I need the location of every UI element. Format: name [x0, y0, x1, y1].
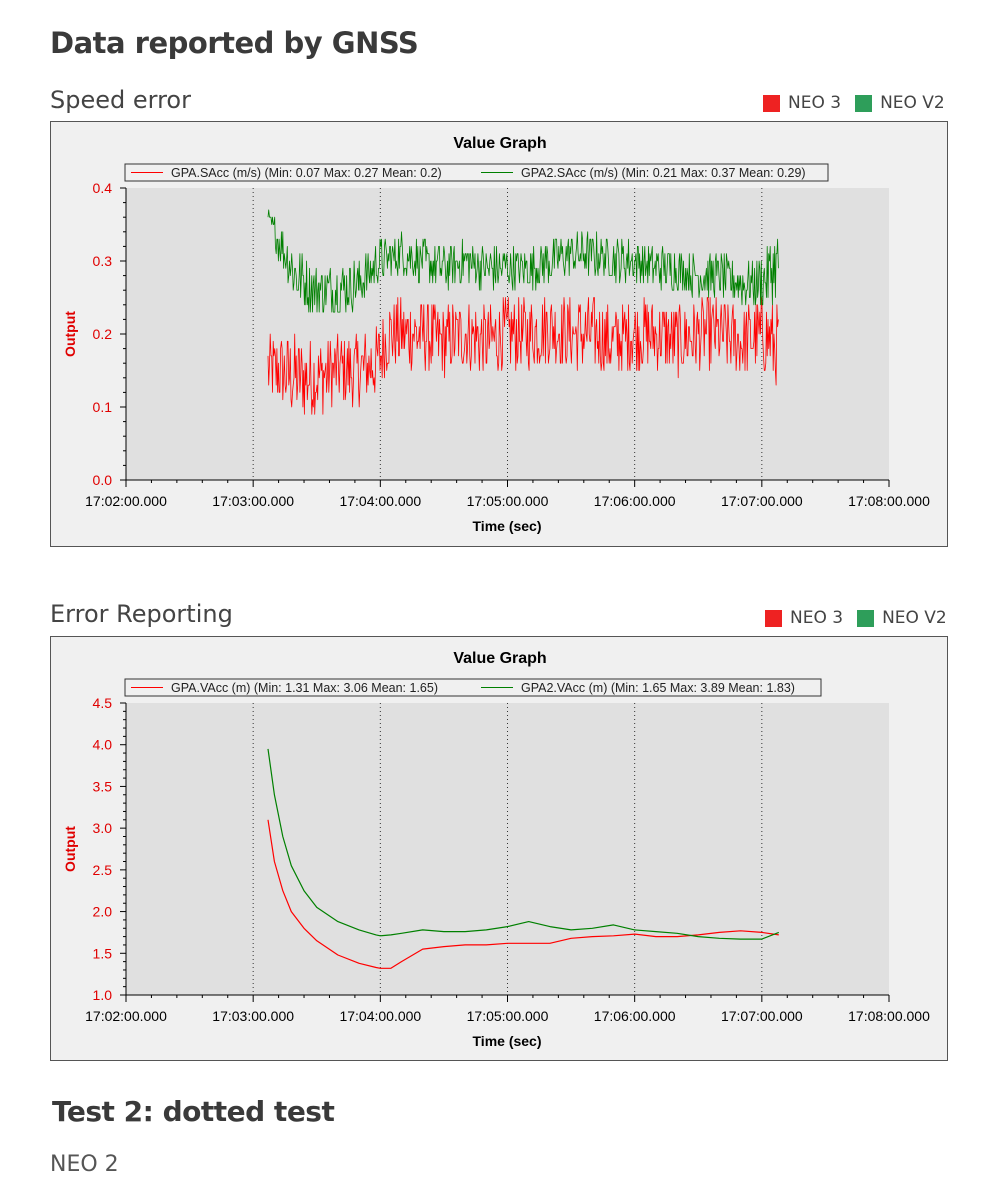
- y-tick-label: 0.3: [93, 253, 113, 269]
- error-reporting-legend: NEO 3 NEO V2: [765, 608, 947, 628]
- legend-label-neo3: NEO 3: [788, 93, 842, 113]
- y-tick-label: 0.4: [93, 180, 113, 196]
- series-line-2: [267, 748, 780, 940]
- legend-item-neo3: NEO 3: [765, 608, 843, 628]
- x-tick-label: 17:07:00.000: [721, 493, 803, 509]
- x-tick-label: 17:02:00.000: [85, 1008, 167, 1024]
- chart-legend-entry: GPA2.VAcc (m) (Min: 1.65 Max: 3.89 Mean:…: [521, 681, 795, 695]
- x-tick-label: 17:05:00.000: [467, 1008, 549, 1024]
- legend-swatch-neo3: [763, 94, 780, 112]
- legend-label-neo3: NEO 3: [790, 608, 844, 628]
- speed-error-title: Speed error: [50, 86, 191, 114]
- chart-legend-entry: GPA.SAcc (m/s) (Min: 0.07 Max: 0.27 Mean…: [171, 166, 442, 180]
- x-tick-label: 17:04:00.000: [339, 1008, 421, 1024]
- x-tick-label: 17:03:00.000: [212, 1008, 294, 1024]
- chart-title: Value Graph: [453, 135, 546, 152]
- series-line-1: [267, 297, 779, 415]
- y-tick-label: 4.5: [93, 695, 113, 711]
- y-tick-label: 1.0: [93, 987, 113, 1003]
- legend-swatch-neov2: [857, 609, 875, 627]
- x-tick-label: 17:04:00.000: [339, 493, 421, 509]
- chart-legend-entry: GPA2.SAcc (m/s) (Min: 0.21 Max: 0.37 Mea…: [521, 166, 806, 180]
- x-tick-label: 17:02:00.000: [85, 493, 167, 509]
- test-heading: Test 2: dotted test: [52, 1095, 335, 1128]
- chart-title: Value Graph: [453, 650, 546, 667]
- chart-legend-entry: GPA.VAcc (m) (Min: 1.31 Max: 3.06 Mean: …: [171, 681, 438, 695]
- x-tick-label: 17:06:00.000: [594, 1008, 676, 1024]
- x-tick-label: 17:07:00.000: [721, 1008, 803, 1024]
- legend-item-neov2: NEO V2: [857, 608, 947, 628]
- chart-legend: GPA.VAcc (m) (Min: 1.31 Max: 3.06 Mean: …: [124, 678, 822, 697]
- device-label: NEO 2: [50, 1152, 119, 1177]
- x-tick-label: 17:08:00.000: [848, 1008, 930, 1024]
- y-tick-label: 4.0: [93, 737, 113, 753]
- x-axis-label: Time (sec): [473, 518, 542, 534]
- legend-item-neo3: NEO 3: [763, 93, 841, 113]
- x-tick-label: 17:03:00.000: [212, 493, 294, 509]
- y-tick-label: 3.5: [93, 778, 113, 794]
- series-line-1: [267, 819, 779, 969]
- legend-item-neov2: NEO V2: [855, 93, 945, 113]
- page-heading: Data reported by GNSS: [50, 26, 419, 60]
- legend-label-neov2: NEO V2: [882, 608, 947, 628]
- y-tick-label: 2.0: [93, 904, 113, 920]
- y-tick-label: 1.5: [93, 945, 113, 961]
- y-tick-label: 0.2: [93, 326, 113, 342]
- x-tick-label: 17:05:00.000: [467, 493, 549, 509]
- legend-swatch-neo3: [765, 609, 782, 627]
- legend-swatch-neov2: [855, 94, 873, 112]
- legend-label-neov2: NEO V2: [880, 93, 945, 113]
- y-tick-label: 2.5: [93, 862, 113, 878]
- y-tick-label: 0.1: [93, 399, 113, 415]
- x-tick-label: 17:08:00.000: [848, 493, 930, 509]
- speed-error-legend: NEO 3 NEO V2: [763, 93, 945, 113]
- error-reporting-title: Error Reporting: [50, 600, 233, 628]
- speed-error-chart-panel: Value Graph GPA.SAcc (m/s) (Min: 0.07 Max…: [50, 121, 948, 547]
- error-reporting-chart-panel: Value Graph GPA.VAcc (m) (Min: 1.31 Max: …: [50, 636, 948, 1061]
- speed-error-chart: Value Graph GPA.SAcc (m/s) (Min: 0.07 Max…: [62, 135, 930, 534]
- y-axis-label: Output: [62, 311, 78, 357]
- y-tick-label: 3.0: [93, 820, 113, 836]
- y-tick-label: 0.0: [93, 472, 113, 488]
- chart-legend: GPA.SAcc (m/s) (Min: 0.07 Max: 0.27 Mean…: [124, 163, 829, 182]
- chart-legend-box: [124, 163, 829, 182]
- series-line-2: [267, 209, 779, 313]
- chart-legend-box: [124, 678, 822, 697]
- error-reporting-chart: Value Graph GPA.VAcc (m) (Min: 1.31 Max: …: [62, 650, 930, 1049]
- x-tick-label: 17:06:00.000: [594, 493, 676, 509]
- x-axis-label: Time (sec): [473, 1033, 542, 1049]
- y-axis-label: Output: [62, 826, 78, 872]
